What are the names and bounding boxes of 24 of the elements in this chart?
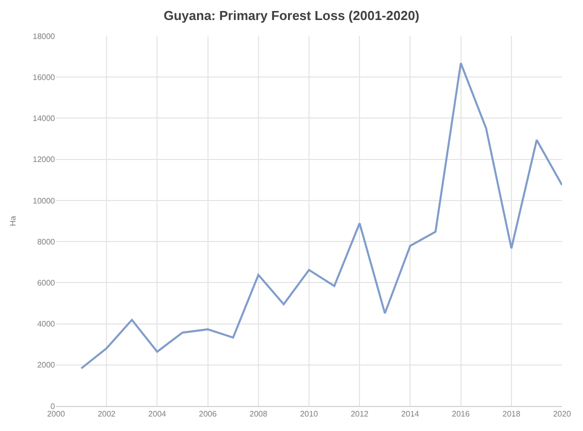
x-tick-label: 2012 xyxy=(350,410,370,419)
y-tick-label: 18000 xyxy=(32,32,56,41)
x-tick-label: 2004 xyxy=(148,410,167,419)
y-tick-label: 8000 xyxy=(37,237,56,246)
x-tick-label: 2000 xyxy=(47,410,66,419)
y-tick-label: 10000 xyxy=(32,196,56,206)
x-tick-label: 2014 xyxy=(401,410,420,419)
y-tick-label: 2000 xyxy=(37,360,56,370)
x-tick-label: 2010 xyxy=(300,410,318,419)
x-tick-label: 2018 xyxy=(502,410,521,419)
y-axis-title: Ha xyxy=(8,215,18,226)
x-tick-label: 2016 xyxy=(452,410,470,419)
y-tick-label: 16000 xyxy=(32,72,56,82)
y-tick-label: 12000 xyxy=(32,155,56,164)
x-tick-label: 2020 xyxy=(553,410,572,419)
y-tick-label: 0 xyxy=(50,402,56,411)
x-tick-label: 2006 xyxy=(198,410,218,419)
x-tick-label: 2008 xyxy=(250,410,268,419)
y-tick-label: 4000 xyxy=(37,320,56,329)
x-tick-label: 2002 xyxy=(98,410,116,419)
chart-title: Guyana: Primary Forest Loss (2001-2020) xyxy=(164,8,420,23)
y-tick-label: 14000 xyxy=(32,114,56,124)
y-tick-label: 6000 xyxy=(37,278,56,288)
line-series xyxy=(80,62,562,370)
